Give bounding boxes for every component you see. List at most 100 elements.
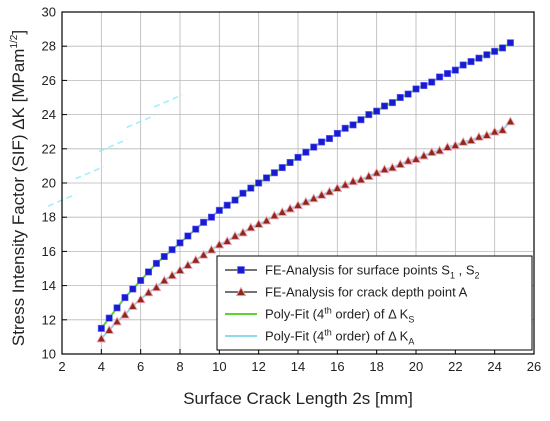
watermark-dash xyxy=(98,138,128,153)
watermark-dash xyxy=(153,94,183,108)
data-point-triangle xyxy=(442,141,453,151)
data-point-square xyxy=(491,47,499,55)
data-point-square xyxy=(207,213,215,221)
y-tick-label: 28 xyxy=(42,39,56,54)
data-point-square xyxy=(365,111,373,119)
data-point-triangle xyxy=(379,164,390,174)
data-point-triangle xyxy=(481,129,492,139)
legend-entry-text: FE-Analysis for crack depth point A xyxy=(265,285,468,300)
x-tick-label: 8 xyxy=(176,359,183,374)
data-point-triangle xyxy=(237,227,248,237)
x-tick-label: 16 xyxy=(330,359,344,374)
data-point-triangle xyxy=(324,186,335,196)
legend-text-part: Poly-Fit (4 xyxy=(265,307,324,322)
data-point-triangle xyxy=(222,236,233,245)
y-tick-label: 10 xyxy=(42,347,56,362)
x-tick-label: 10 xyxy=(212,359,226,374)
data-point-square xyxy=(420,82,428,90)
data-point-triangle xyxy=(253,218,264,228)
data-point-square xyxy=(443,70,451,78)
data-point-square xyxy=(113,304,121,312)
data-point-triangle xyxy=(293,200,303,210)
data-point-triangle xyxy=(167,270,178,280)
y-tick-label: 16 xyxy=(42,244,56,259)
data-point-triangle xyxy=(505,116,516,126)
data-point-square xyxy=(176,239,184,247)
data-point-triangle xyxy=(355,174,366,184)
data-point-triangle xyxy=(277,206,288,216)
legend-text-part: A xyxy=(408,337,414,347)
x-tick-label: 22 xyxy=(448,359,462,374)
plot-series xyxy=(96,39,516,343)
data-point-square xyxy=(184,232,192,240)
data-point-square xyxy=(255,179,263,187)
watermark-dash xyxy=(126,114,155,129)
data-point-square xyxy=(428,78,436,86)
legend-text-part: order) of Δ K xyxy=(332,307,409,322)
y-axis-title: Stress Intensity Factor (SIF) ΔK [MPam1/… xyxy=(9,30,28,346)
data-point-square xyxy=(121,294,129,302)
data-point-square xyxy=(302,148,310,156)
legend-text-part: Poly-Fit (4 xyxy=(265,329,324,344)
data-point-square xyxy=(270,169,278,177)
data-point-triangle xyxy=(466,135,477,145)
data-point-square xyxy=(467,58,475,66)
x-tick-label: 20 xyxy=(409,359,423,374)
data-point-triangle xyxy=(206,244,217,254)
data-point-square xyxy=(129,285,137,293)
legend-text-part: th xyxy=(324,306,332,316)
data-point-square xyxy=(349,121,357,129)
legend: FE-Analysis for surface points S1 , S2 FE… xyxy=(216,255,533,351)
data-point-square xyxy=(373,107,381,115)
data-point-triangle xyxy=(104,324,115,334)
data-point-square xyxy=(215,206,223,214)
x-tick-label: 2 xyxy=(58,359,65,374)
data-point-square xyxy=(341,124,349,132)
data-point-triangle xyxy=(285,203,296,213)
data-point-square xyxy=(506,39,514,47)
data-point-square xyxy=(239,189,247,197)
data-point-square xyxy=(192,225,200,233)
data-point-square xyxy=(325,135,333,143)
x-tick-label: 6 xyxy=(137,359,144,374)
data-point-square xyxy=(231,196,239,204)
data-point-triangle xyxy=(214,239,225,249)
data-point-triangle xyxy=(387,162,398,172)
data-point-triangle xyxy=(458,136,469,146)
data-point-square xyxy=(247,184,255,192)
data-point-square xyxy=(105,314,113,322)
data-point-triangle xyxy=(403,155,414,165)
data-point-square xyxy=(200,218,208,226)
data-point-square xyxy=(388,99,396,107)
x-tick-label: 14 xyxy=(291,359,305,374)
data-point-triangle xyxy=(96,333,107,343)
data-point-triangle xyxy=(418,150,429,160)
y-axis-title-end: ] xyxy=(9,30,28,35)
data-point-triangle xyxy=(450,140,461,150)
data-point-triangle xyxy=(182,259,193,269)
data-point-triangle xyxy=(175,265,185,275)
data-point-square xyxy=(286,158,294,166)
legend-entry-text: FE-Analysis for surface points S1 , S2 xyxy=(265,263,480,281)
data-point-square xyxy=(97,324,105,332)
data-point-triangle xyxy=(151,282,162,292)
y-tick-label: 12 xyxy=(42,312,56,327)
watermark-dash xyxy=(75,166,104,180)
data-point-triangle xyxy=(127,300,138,310)
legend-box xyxy=(216,255,533,351)
data-point-square xyxy=(145,268,153,276)
data-point-triangle xyxy=(395,159,406,169)
legend-text-part: th xyxy=(324,328,332,338)
y-tick-label: 14 xyxy=(42,278,56,293)
watermark-dashes xyxy=(47,94,183,207)
data-point-square xyxy=(483,51,491,59)
y-tick-label: 20 xyxy=(42,176,56,191)
data-point-square xyxy=(499,44,507,52)
data-point-square xyxy=(137,276,145,284)
data-point-triangle xyxy=(112,316,123,326)
x-tick-label: 12 xyxy=(251,359,265,374)
data-point-triangle xyxy=(371,167,382,177)
data-point-triangle xyxy=(473,131,484,141)
data-point-triangle xyxy=(363,171,374,180)
